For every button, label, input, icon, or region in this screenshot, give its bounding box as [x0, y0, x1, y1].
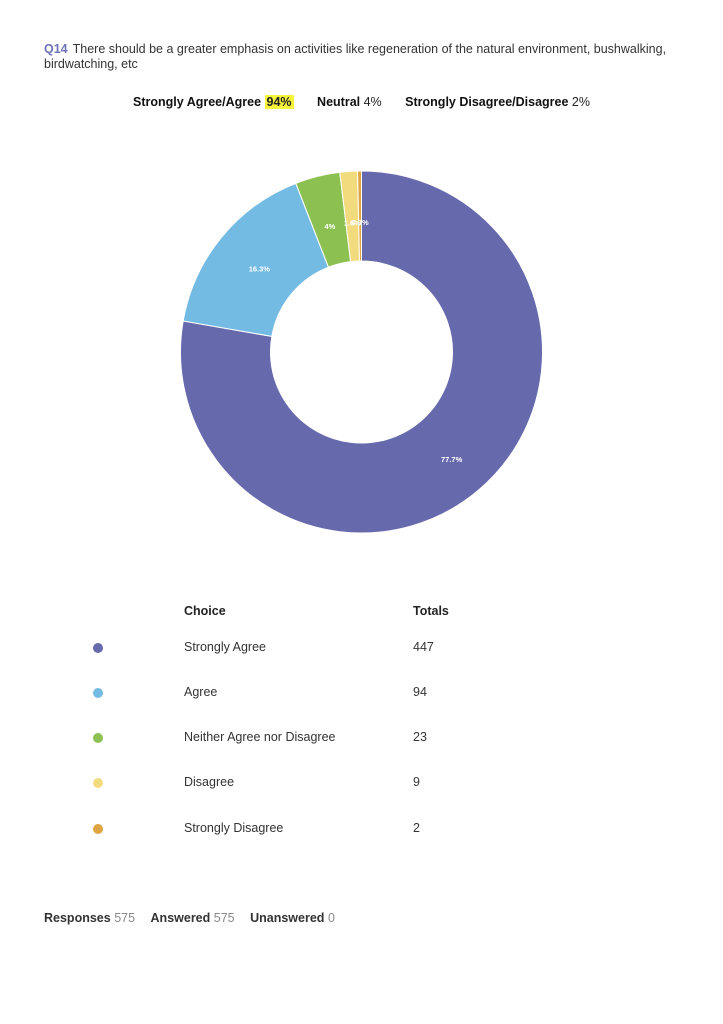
- unanswered-value: 0: [327, 911, 335, 925]
- summary-agree-label: Strongly Agree/Agree: [133, 95, 262, 109]
- answered-value: 575: [213, 911, 235, 925]
- legend-dot: [93, 778, 103, 788]
- choice-label: Neither Agree nor Disagree: [184, 730, 336, 744]
- table-row: Strongly Disagree 2: [0, 819, 723, 839]
- choice-header: Choice: [184, 604, 226, 618]
- table-row: Disagree 9: [0, 773, 723, 793]
- summary-agree-value: 94%: [264, 95, 294, 109]
- donut-slice: [180, 170, 543, 534]
- slice-label: 4%: [324, 222, 335, 231]
- total-value: 23: [413, 730, 427, 744]
- responses-value: 575: [114, 911, 136, 925]
- summary-neutral-value: 4%: [363, 95, 382, 109]
- summary-disagree-label: Strongly Disagree/Disagree: [405, 95, 569, 109]
- slice-label: 0.3%: [352, 218, 369, 227]
- summary-bar: Strongly Agree/Agree 94% Neutral 4% Stro…: [0, 95, 723, 109]
- legend-dot: [93, 824, 103, 834]
- answered-label: Answered: [150, 911, 211, 925]
- totals-header: Totals: [413, 604, 449, 618]
- slice-label: 1.6%: [344, 218, 361, 227]
- total-value: 94: [413, 685, 427, 699]
- total-value: 9: [413, 775, 420, 789]
- choice-label: Agree: [184, 685, 218, 699]
- summary-disagree-value: 2%: [571, 95, 590, 109]
- table-row: Agree 94: [0, 683, 723, 703]
- donut-slice: [357, 170, 362, 262]
- summary-disagree: Strongly Disagree/Disagree 2%: [405, 95, 590, 109]
- slice-label: 77.7%: [441, 455, 463, 464]
- table-row: Strongly Agree 447: [0, 638, 723, 658]
- slice-label: 16.3%: [249, 264, 271, 273]
- donut-chart: 77.7% 16.3% 4% 1.6%0.3%: [180, 170, 543, 534]
- response-stats: Responses 575 Answered 575 Unanswered 0: [44, 911, 347, 925]
- question: Q14 There should be a greater emphasis on…: [44, 42, 684, 71]
- summary-neutral-label: Neutral: [317, 95, 361, 109]
- unanswered-label: Unanswered: [250, 911, 325, 925]
- summary-agree: Strongly Agree/Agree 94%: [133, 95, 297, 109]
- choice-label: Strongly Agree: [184, 640, 266, 654]
- choice-label: Strongly Disagree: [184, 821, 284, 835]
- responses-label: Responses: [44, 911, 111, 925]
- question-number: Q14: [44, 42, 68, 56]
- total-value: 2: [413, 821, 420, 835]
- legend-dot: [93, 688, 103, 698]
- total-value: 447: [413, 640, 434, 654]
- donut-slice: [182, 182, 330, 337]
- table-row: Neither Agree nor Disagree 23: [0, 728, 723, 748]
- legend-dot: [93, 643, 103, 653]
- legend-dot: [93, 733, 103, 743]
- question-text: There should be a greater emphasis on ac…: [44, 42, 667, 71]
- summary-neutral: Neutral 4%: [317, 95, 385, 109]
- choice-label: Disagree: [184, 775, 235, 789]
